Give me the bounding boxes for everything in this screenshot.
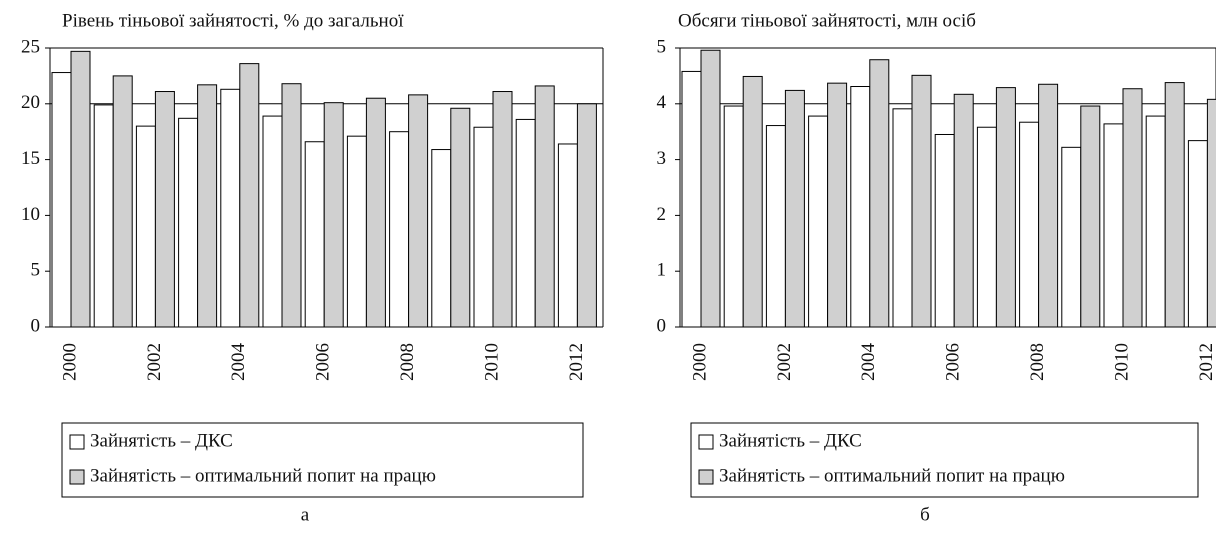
- x-tick-label: 2002: [774, 343, 795, 381]
- bar: [431, 149, 452, 328]
- bar: [723, 105, 744, 328]
- x-tick-label: 2012: [566, 343, 587, 381]
- bar: [365, 97, 386, 328]
- y-tick-label: 20: [21, 92, 40, 113]
- bar: [1061, 146, 1082, 328]
- bar: [1080, 105, 1101, 328]
- bar: [1164, 82, 1185, 328]
- bar: [112, 75, 133, 328]
- bar: [178, 117, 199, 328]
- bar: [70, 50, 91, 328]
- legend-box: [61, 422, 584, 498]
- legend-swatch: [698, 434, 714, 450]
- caption: б: [920, 504, 930, 525]
- bar: [976, 126, 997, 328]
- y-tick-label: 0: [657, 315, 667, 336]
- caption: а: [301, 504, 310, 525]
- x-tick-label: 2008: [1027, 343, 1048, 381]
- legend-swatch: [69, 469, 85, 485]
- bar: [154, 91, 175, 328]
- bar: [892, 108, 913, 328]
- bar: [93, 104, 114, 328]
- bar: [827, 82, 848, 328]
- bar: [1122, 88, 1143, 328]
- y-tick-label: 5: [657, 36, 667, 57]
- bar: [1206, 98, 1216, 328]
- chart-title: Рівень тіньової зайнятості, % до загальн…: [62, 10, 404, 31]
- bar: [911, 74, 932, 328]
- bar: [323, 102, 344, 328]
- bar: [239, 63, 260, 328]
- bar: [700, 49, 721, 328]
- bar: [492, 91, 513, 328]
- bar: [681, 70, 702, 328]
- y-tick-label: 4: [657, 92, 667, 113]
- x-tick-label: 2006: [943, 343, 964, 381]
- bar: [1103, 123, 1124, 328]
- bar: [808, 115, 829, 328]
- bar: [850, 86, 871, 328]
- legend-label: Зайнятість – оптимальний попит на працю: [90, 465, 436, 486]
- y-tick-label: 5: [31, 260, 41, 281]
- bar: [408, 94, 429, 328]
- legend-label: Зайнятість – ДКС: [719, 430, 862, 451]
- bar: [220, 88, 241, 328]
- x-tick-label: 2006: [313, 343, 334, 381]
- y-tick-label: 10: [21, 204, 40, 225]
- bar: [515, 118, 536, 328]
- bar: [1019, 121, 1040, 328]
- x-tick-label: 2008: [397, 343, 418, 381]
- x-tick-label: 2012: [1196, 343, 1216, 381]
- bar: [765, 125, 786, 328]
- bar: [1187, 140, 1208, 328]
- bar: [742, 75, 763, 328]
- x-tick-label: 2010: [1111, 343, 1132, 381]
- x-tick-label: 2004: [858, 343, 879, 382]
- y-tick-label: 25: [21, 36, 40, 57]
- y-tick-label: 2: [657, 204, 667, 225]
- bar: [135, 125, 156, 328]
- bar: [1038, 83, 1059, 328]
- bar: [557, 143, 578, 328]
- x-tick-label: 2000: [689, 343, 710, 381]
- bar: [534, 85, 555, 328]
- legend-label: Зайнятість – оптимальний попит на працю: [719, 465, 1065, 486]
- bar: [389, 131, 410, 328]
- legend-label: Зайнятість – ДКС: [90, 430, 233, 451]
- chart-title: Обсяги тіньової зайнятості, млн осіб: [678, 10, 976, 31]
- x-tick-label: 2000: [59, 343, 80, 381]
- bar: [869, 59, 890, 328]
- bar: [281, 83, 302, 328]
- legend-swatch: [698, 469, 714, 485]
- bar: [576, 103, 597, 328]
- bar: [995, 87, 1016, 328]
- legend-swatch: [69, 434, 85, 450]
- bar: [953, 93, 974, 328]
- y-tick-label: 3: [657, 148, 667, 169]
- bar: [304, 141, 325, 328]
- y-tick-label: 15: [21, 148, 40, 169]
- y-tick-label: 1: [657, 260, 667, 281]
- legend-box: [690, 422, 1199, 498]
- bar: [1145, 115, 1166, 328]
- bar: [784, 89, 805, 328]
- y-tick-label: 0: [31, 315, 41, 336]
- bar: [197, 84, 218, 328]
- x-tick-label: 2004: [228, 343, 249, 382]
- bar: [473, 126, 494, 328]
- x-tick-label: 2010: [481, 343, 502, 381]
- bar: [346, 135, 367, 328]
- x-tick-label: 2002: [144, 343, 165, 381]
- bar: [51, 72, 72, 328]
- bar: [934, 133, 955, 328]
- bar: [262, 115, 283, 328]
- bar: [450, 107, 471, 328]
